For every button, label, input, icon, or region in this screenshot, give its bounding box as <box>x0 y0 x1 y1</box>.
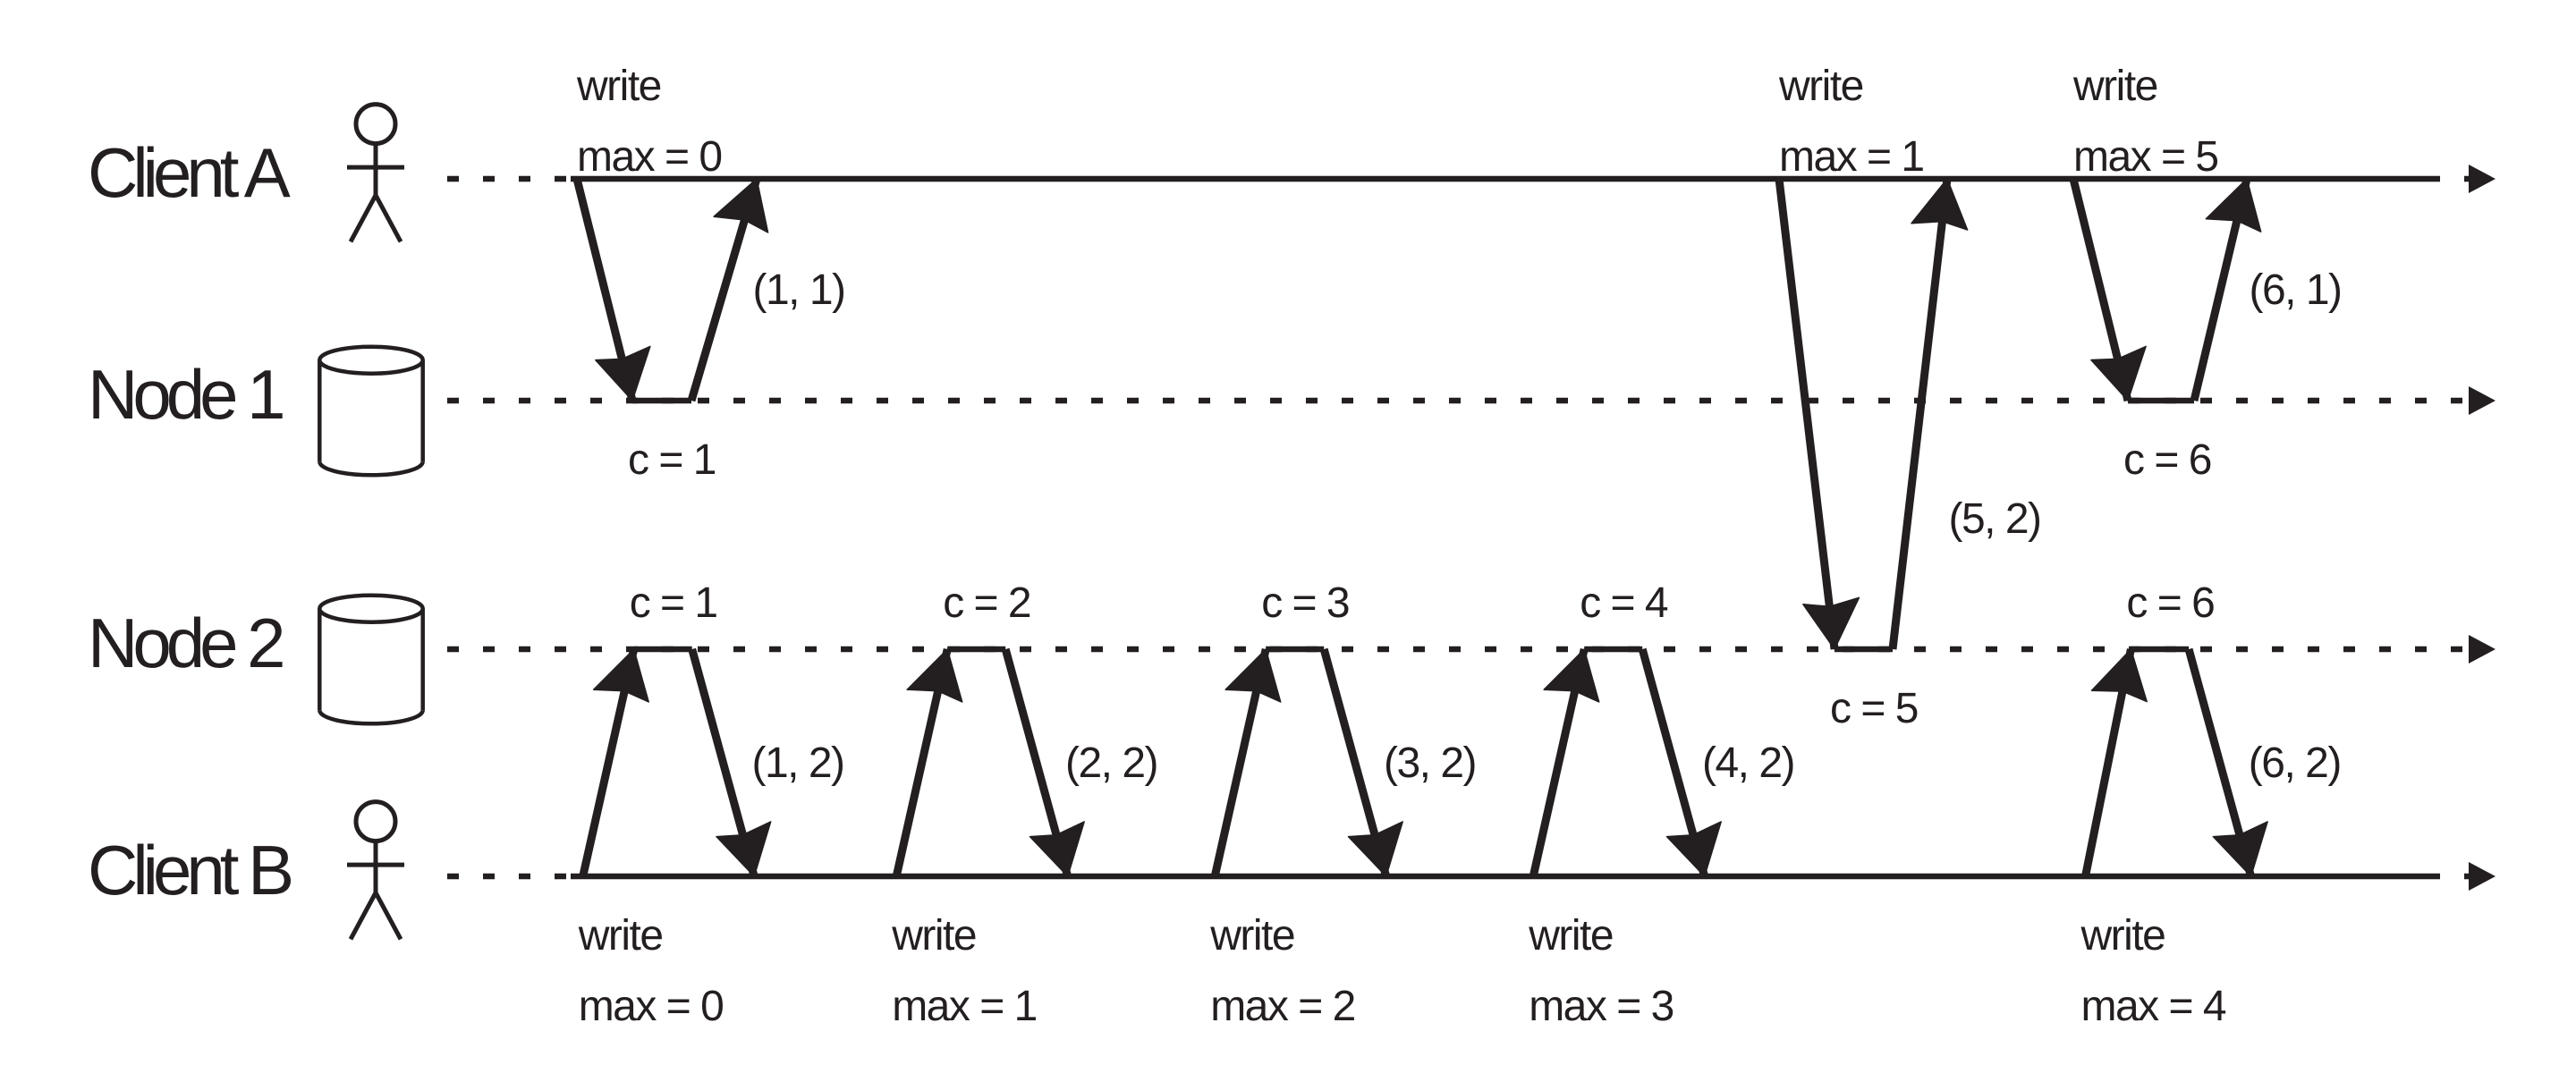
svg-text:max = 5: max = 5 <box>2073 133 2218 181</box>
svg-text:max = 0: max = 0 <box>577 133 722 181</box>
svg-text:max = 1: max = 1 <box>892 983 1037 1030</box>
svg-text:Node 2: Node 2 <box>88 604 283 682</box>
svg-text:c = 3: c = 3 <box>1261 579 1349 627</box>
svg-text:(1, 2): (1, 2) <box>752 740 844 787</box>
svg-text:write: write <box>578 912 663 959</box>
svg-text:max = 4: max = 4 <box>2081 983 2226 1030</box>
svg-text:c = 6: c = 6 <box>2123 436 2211 484</box>
svg-text:c = 1: c = 1 <box>628 436 716 484</box>
svg-text:max = 3: max = 3 <box>1529 983 1674 1030</box>
svg-text:max = 2: max = 2 <box>1210 983 1355 1030</box>
svg-text:Client A: Client A <box>88 133 291 212</box>
svg-text:(1, 1): (1, 1) <box>753 266 845 314</box>
svg-text:max = 0: max = 0 <box>579 983 724 1030</box>
svg-text:(3, 2): (3, 2) <box>1384 740 1476 787</box>
svg-text:max = 1: max = 1 <box>1779 133 1924 181</box>
svg-text:write: write <box>891 912 976 959</box>
svg-text:write: write <box>1528 912 1613 959</box>
svg-text:write: write <box>2080 912 2165 959</box>
svg-text:write: write <box>1778 63 1863 110</box>
svg-text:(4, 2): (4, 2) <box>1702 740 1794 787</box>
svg-text:c = 6: c = 6 <box>2126 579 2214 627</box>
svg-text:c = 5: c = 5 <box>1830 685 1918 732</box>
svg-text:(5, 2): (5, 2) <box>1949 495 2041 543</box>
svg-text:write: write <box>2072 63 2157 110</box>
svg-text:(6, 2): (6, 2) <box>2249 740 2341 787</box>
svg-text:(6, 1): (6, 1) <box>2250 266 2342 314</box>
svg-text:write: write <box>1209 912 1294 959</box>
svg-text:c = 1: c = 1 <box>630 579 717 627</box>
svg-text:(2, 2): (2, 2) <box>1065 740 1157 787</box>
svg-text:Client B: Client B <box>88 831 291 909</box>
svg-text:write: write <box>576 63 661 110</box>
svg-text:c = 2: c = 2 <box>943 579 1030 627</box>
svg-text:c = 4: c = 4 <box>1580 579 1668 627</box>
svg-text:Node 1: Node 1 <box>88 355 283 434</box>
